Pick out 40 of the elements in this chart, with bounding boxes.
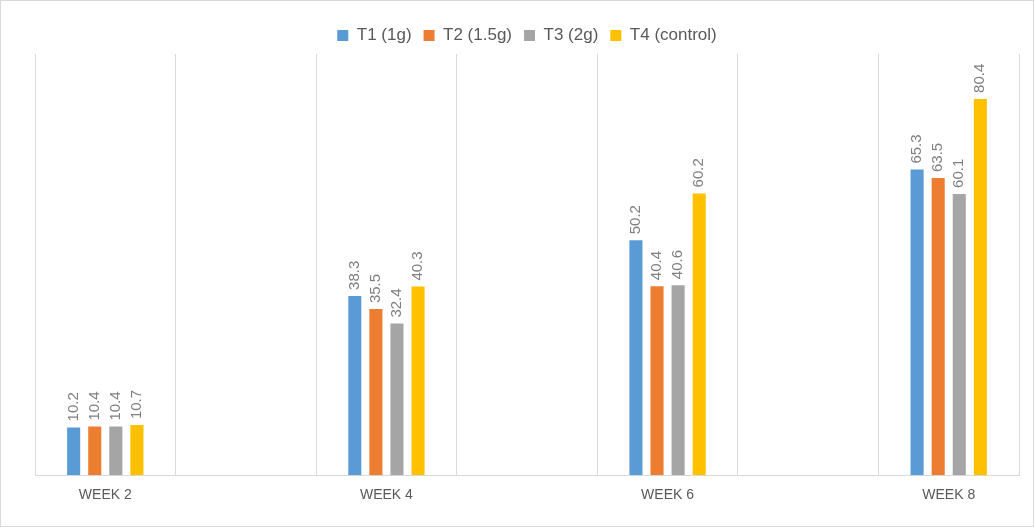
bar xyxy=(692,193,706,476)
data-label: 38.3 xyxy=(344,260,362,290)
bar xyxy=(931,178,945,476)
bar xyxy=(369,309,383,476)
bar xyxy=(130,425,144,476)
bar xyxy=(67,427,81,476)
bar xyxy=(910,169,924,476)
data-label: 60.2 xyxy=(689,158,707,188)
bar xyxy=(973,98,987,476)
legend-label: T1 (1g) xyxy=(356,25,412,45)
data-label: 65.3 xyxy=(907,134,925,164)
data-label: 80.4 xyxy=(970,63,988,93)
data-label: 40.6 xyxy=(668,249,686,280)
x-tick-label: WEEK 8 xyxy=(922,486,976,503)
data-label: 32.4 xyxy=(387,288,405,318)
bar xyxy=(671,285,685,476)
data-label: 50.2 xyxy=(626,205,644,235)
bar xyxy=(348,295,362,476)
data-label: 10.4 xyxy=(105,391,123,421)
data-label: 60.1 xyxy=(949,158,967,188)
legend-label: T2 (1.5g) xyxy=(443,25,513,45)
bar xyxy=(390,323,404,476)
bar xyxy=(952,193,966,476)
data-label: 10.2 xyxy=(63,392,81,422)
bar xyxy=(650,286,664,476)
bar xyxy=(109,426,123,476)
x-tick-label: WEEK 2 xyxy=(78,486,132,503)
legend-label: T4 (control) xyxy=(629,25,717,45)
data-label: 10.4 xyxy=(84,391,102,421)
data-label: 40.4 xyxy=(647,250,665,281)
x-tick-label: WEEK 6 xyxy=(641,486,695,503)
bar xyxy=(88,426,102,476)
data-label: 40.3 xyxy=(408,251,426,281)
bar xyxy=(629,240,643,476)
bar xyxy=(411,286,425,476)
data-label: 35.5 xyxy=(366,273,384,304)
legend-label: T3 (2g) xyxy=(543,25,599,45)
data-label: 10.7 xyxy=(127,389,145,420)
x-tick-label: WEEK 4 xyxy=(359,486,414,503)
data-label: 63.5 xyxy=(928,142,946,173)
